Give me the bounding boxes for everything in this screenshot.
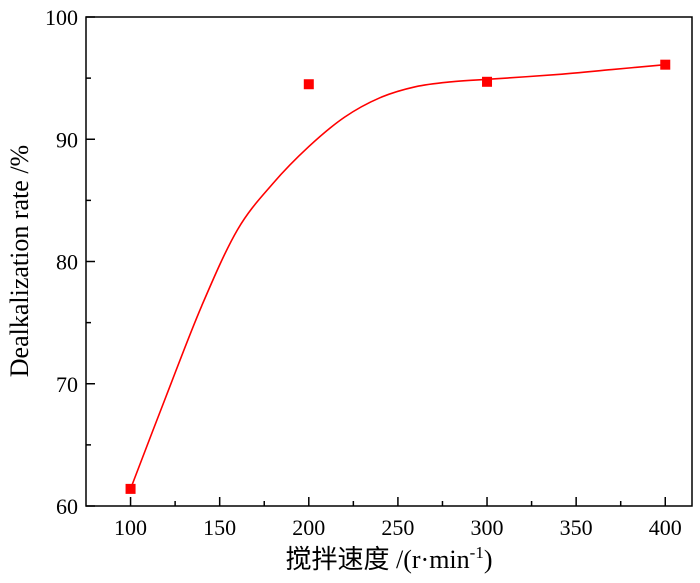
y-tick-label: 60 bbox=[56, 494, 78, 519]
data-point bbox=[660, 59, 671, 70]
x-tick-label: 250 bbox=[381, 515, 414, 540]
fit-curve bbox=[129, 63, 666, 490]
fit-curve-group bbox=[129, 63, 666, 490]
x-axis-title: 搅拌速度 /(r·min-1) bbox=[286, 543, 493, 574]
x-tick-label: 300 bbox=[471, 515, 504, 540]
x-tick-label: 100 bbox=[114, 515, 147, 540]
y-axis-ticks: 60 70 80 90 100 bbox=[45, 5, 95, 519]
y-axis-title: Dealkalization rate /% bbox=[5, 145, 34, 377]
x-tick-label: 400 bbox=[649, 515, 682, 540]
x-tick-label: 150 bbox=[203, 515, 236, 540]
data-point bbox=[482, 76, 493, 87]
data-point bbox=[303, 79, 314, 90]
x-tick-label: 200 bbox=[292, 515, 325, 540]
x-axis-ticks: 100 150 200 250 300 350 400 bbox=[114, 497, 682, 540]
y-tick-label: 90 bbox=[56, 127, 78, 152]
y-tick-label: 100 bbox=[45, 5, 78, 30]
x-tick-label: 350 bbox=[560, 515, 593, 540]
data-point bbox=[125, 483, 136, 494]
plot-area bbox=[85, 16, 693, 507]
y-tick-label: 70 bbox=[56, 372, 78, 397]
y-tick-label: 80 bbox=[56, 250, 78, 275]
data-points bbox=[125, 59, 671, 494]
